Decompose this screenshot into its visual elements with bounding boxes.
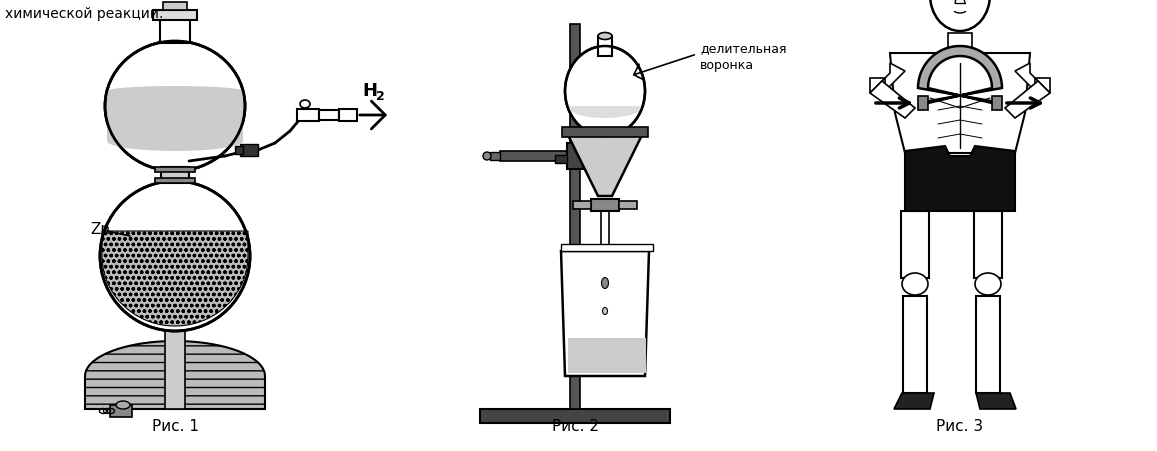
Bar [165,100,185,409]
Ellipse shape [603,308,607,315]
Bar [239,145,258,156]
Text: H: H [362,82,377,100]
Polygon shape [1005,82,1051,119]
Bar [500,152,580,161]
Bar [555,156,567,164]
Ellipse shape [930,0,990,32]
Bar [319,111,339,121]
Bar [491,152,500,161]
Bar [480,409,670,423]
Ellipse shape [565,47,644,137]
Polygon shape [977,393,1016,409]
Bar [568,338,646,373]
Bar [110,405,132,417]
Polygon shape [102,231,248,326]
Bar [163,3,187,11]
Ellipse shape [602,278,609,289]
Text: Рис. 2: Рис. 2 [552,418,598,433]
Polygon shape [870,82,915,119]
Polygon shape [567,133,643,197]
Bar [600,133,609,161]
Text: химической реакции.: химической реакции. [5,7,163,21]
Ellipse shape [598,33,612,41]
Text: 2: 2 [376,90,384,103]
Polygon shape [1015,64,1051,94]
Bar [561,244,653,252]
Bar [600,212,609,252]
Ellipse shape [975,273,1001,295]
Bar [918,97,928,111]
Polygon shape [561,252,649,376]
Polygon shape [567,107,643,119]
Bar [977,296,1000,393]
Polygon shape [84,341,265,409]
Bar [155,179,196,184]
Bar [573,202,591,210]
Bar [567,144,583,170]
Ellipse shape [482,152,491,161]
Polygon shape [890,54,1030,154]
Bar [570,25,580,409]
Bar [562,128,648,138]
Bar [974,212,1002,278]
Ellipse shape [116,401,130,409]
Bar [339,110,358,122]
Bar [619,202,638,210]
Bar [583,156,595,164]
Bar [591,199,619,212]
Bar [153,11,197,21]
Polygon shape [918,47,1002,104]
Bar [235,147,243,155]
Text: Zn: Zn [90,222,110,237]
Polygon shape [870,64,905,94]
Text: делительная
воронка: делительная воронка [700,42,787,72]
Polygon shape [106,87,243,152]
Bar [948,34,972,54]
Polygon shape [894,393,934,409]
Ellipse shape [902,273,928,295]
Ellipse shape [300,101,310,109]
Bar [297,110,319,122]
Ellipse shape [100,182,250,331]
Bar [155,168,196,173]
Bar [161,168,189,184]
Bar [160,19,190,44]
Text: Рис. 1: Рис. 1 [152,418,199,433]
Ellipse shape [105,42,245,172]
Polygon shape [905,147,1015,212]
Bar [992,97,1002,111]
Text: Рис. 3: Рис. 3 [936,418,983,433]
Bar [901,212,929,278]
Bar [598,37,612,57]
Bar [902,296,927,393]
